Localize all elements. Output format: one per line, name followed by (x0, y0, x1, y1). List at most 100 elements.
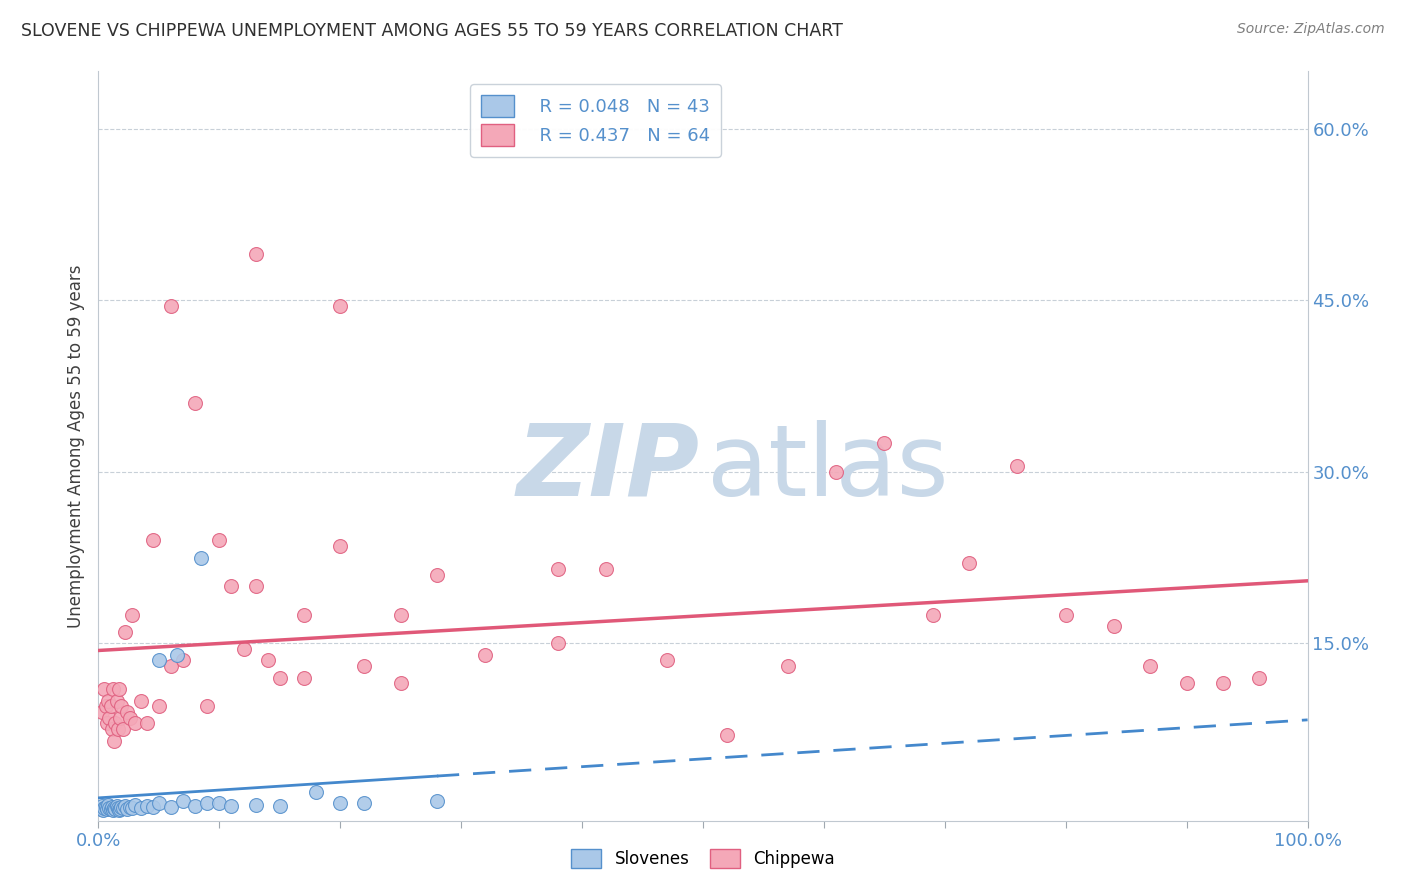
Point (269, 671, 291, 685)
Point (94, 699, 117, 714)
Point (142, 800, 165, 814)
Point (121, 607, 143, 622)
Point (135, 798, 157, 813)
Text: Source: ZipAtlas.com: Source: ZipAtlas.com (1237, 22, 1385, 37)
Point (108, 711, 131, 725)
Point (124, 716, 146, 731)
Point (129, 693, 152, 707)
Point (97, 797, 120, 812)
Point (190, 550, 212, 565)
Point (1249, 671, 1271, 685)
Point (716, 728, 738, 742)
Point (1175, 676, 1198, 690)
Point (148, 653, 170, 667)
Point (160, 659, 183, 673)
Point (221, 798, 243, 813)
Point (269, 798, 291, 813)
Legend: Slovenes, Chippewa: Slovenes, Chippewa (565, 843, 841, 875)
Point (148, 699, 170, 714)
Point (292, 607, 315, 622)
Point (873, 436, 896, 450)
Point (117, 705, 139, 719)
Point (245, 579, 267, 593)
Legend:   R = 0.048   N = 43,   R = 0.437   N = 64: R = 0.048 N = 43, R = 0.437 N = 64 (470, 84, 721, 157)
Point (98, 801, 121, 815)
Point (1139, 659, 1161, 673)
Text: atlas: atlas (707, 420, 948, 517)
Point (825, 465, 848, 479)
Point (426, 567, 449, 582)
Point (96, 716, 118, 731)
Point (100, 802, 122, 816)
Point (91, 798, 114, 813)
Point (108, 802, 131, 816)
Point (957, 556, 980, 570)
Point (101, 682, 124, 697)
Point (124, 797, 146, 812)
Point (389, 607, 412, 622)
Point (195, 797, 218, 811)
Point (1102, 619, 1125, 633)
Point (96, 802, 118, 816)
Point (921, 607, 943, 622)
Point (103, 733, 125, 747)
Point (655, 653, 678, 667)
Point (114, 798, 136, 813)
Point (121, 801, 143, 815)
Point (100, 722, 122, 736)
Point (91, 803, 114, 817)
Point (329, 539, 352, 553)
Point (118, 711, 141, 725)
Point (94, 800, 117, 814)
Point (172, 653, 194, 667)
Text: SLOVENE VS CHIPPEWA UNEMPLOYMENT AMONG AGES 55 TO 59 YEARS CORRELATION CHART: SLOVENE VS CHIPPEWA UNEMPLOYMENT AMONG A… (21, 22, 844, 40)
Point (100, 699, 122, 714)
Point (110, 699, 132, 714)
Point (474, 648, 496, 662)
Point (547, 562, 569, 576)
Point (184, 798, 207, 813)
Point (105, 798, 128, 813)
Point (595, 562, 617, 576)
Point (184, 396, 207, 410)
Point (111, 801, 134, 815)
Point (166, 648, 188, 662)
Point (1054, 607, 1077, 622)
Point (142, 533, 165, 548)
Point (107, 722, 129, 736)
Point (114, 624, 136, 639)
Point (135, 716, 157, 731)
Point (118, 800, 141, 814)
Point (93, 801, 115, 815)
Point (105, 693, 128, 707)
Point (101, 803, 124, 817)
Point (245, 247, 267, 261)
Point (195, 699, 218, 714)
Point (353, 659, 375, 673)
Point (129, 801, 152, 815)
Point (160, 800, 183, 814)
Point (305, 785, 328, 799)
Point (353, 797, 375, 811)
Point (329, 299, 352, 313)
Point (90, 802, 112, 816)
Point (111, 722, 134, 736)
Y-axis label: Unemployment Among Ages 55 to 59 years: Unemployment Among Ages 55 to 59 years (66, 264, 84, 628)
Point (547, 636, 569, 650)
Point (172, 794, 194, 808)
Point (107, 801, 129, 815)
Point (208, 797, 231, 811)
Point (329, 797, 352, 811)
Point (100, 800, 122, 814)
Point (97, 693, 120, 707)
Point (245, 797, 267, 812)
Point (256, 653, 278, 667)
Point (91, 705, 114, 719)
Point (221, 579, 243, 593)
Point (117, 802, 139, 816)
Point (103, 801, 125, 815)
Point (292, 671, 315, 685)
Point (104, 716, 127, 731)
Point (148, 797, 170, 811)
Point (93, 682, 115, 697)
